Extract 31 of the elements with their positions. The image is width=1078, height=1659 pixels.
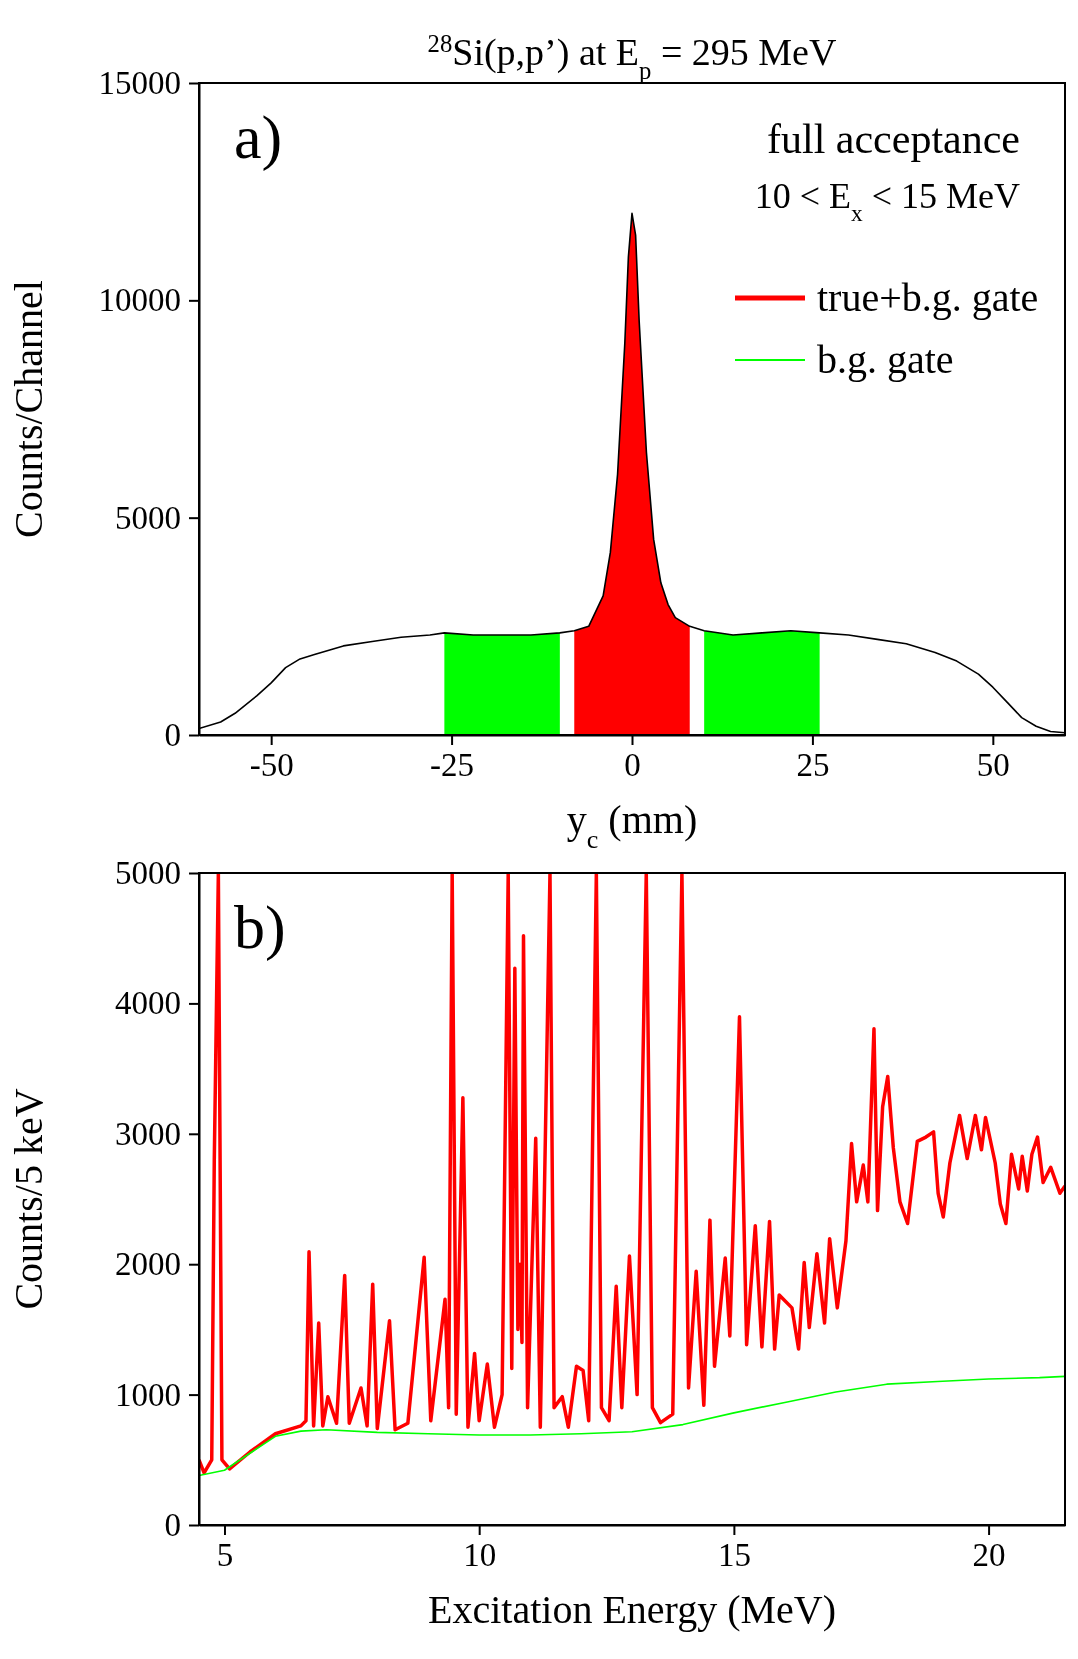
x-axis-title: Excitation Energy (MeV) (427, 1587, 837, 1632)
y-tick-label: 4000 (115, 985, 181, 1022)
annotation: full acceptance (767, 116, 1020, 162)
y-tick-label: 10000 (98, 282, 181, 319)
x-tick-label: 0 (624, 747, 641, 784)
legend-label: b.g. gate (817, 337, 954, 382)
x-axis-title: y$_{c}$ (mm) (566, 797, 698, 854)
y-tick-label: 5000 (115, 499, 181, 536)
x-tick-label: -25 (430, 747, 475, 784)
y-axis-title: Counts/Channel (6, 280, 51, 538)
x-tick-label: 25 (796, 747, 830, 784)
x-tick-label: 10 (463, 1537, 497, 1574)
x-tick-label: 20 (972, 1537, 1006, 1574)
y-tick-label: 1000 (115, 1376, 181, 1413)
line-series (199, 1375, 1065, 1477)
annotation: 10 < E$_{x}$ < 15 MeV (754, 176, 1020, 226)
line-series (199, 873, 1065, 1475)
legend-label: true+b.g. gate (817, 275, 1039, 320)
x-tick-label: 5 (216, 1537, 234, 1574)
x-tick-label: 50 (976, 747, 1010, 784)
y-tick-label: 15000 (98, 65, 181, 102)
y-tick-label: 5000 (115, 855, 181, 892)
annotation: b) (234, 893, 286, 962)
x-tick-label: -50 (249, 747, 294, 784)
y-tick-label: 0 (164, 717, 181, 754)
y-tick-label: 0 (164, 1507, 181, 1544)
y-tick-label: 3000 (115, 1115, 181, 1152)
y-axis-title: Counts/5 keV (6, 1088, 51, 1310)
y-tick-label: 2000 (115, 1246, 181, 1283)
annotation: a) (234, 103, 283, 172)
x-tick-label: 15 (717, 1537, 751, 1574)
